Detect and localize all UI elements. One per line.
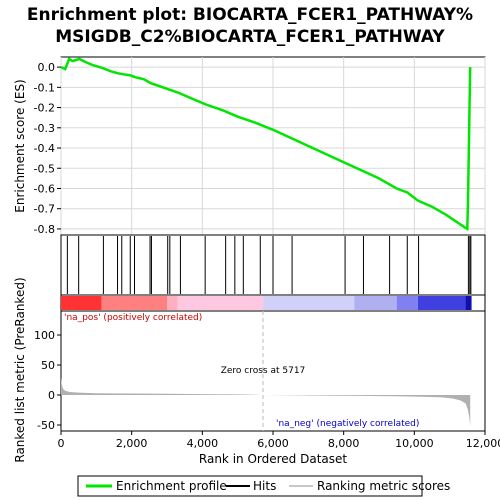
positive-correlation-label: 'na_pos' (positively correlated) [64,313,202,323]
title-line-2: MSIGDB_C2%BIOCARTA_FCER1_PATHWAY [55,27,445,47]
es-y-axis-label: Enrichment score (ES) [13,79,27,212]
hits-panel [60,234,486,296]
metric-x-tick-label: 4,000 [187,437,219,450]
metric-x-tick-label: 2,000 [116,437,148,450]
metric-y-axis: 100 50 0 -50 [34,329,61,432]
negative-correlation-label: 'na_neg' (negatively correlated) [276,419,419,429]
title-line-1: Enrichment plot: BIOCARTA_FCER1_PATHWAY% [27,5,473,25]
metric-x-axis-label: Rank in Ordered Dataset [199,452,347,466]
colorbar-segment [101,296,167,310]
metric-plot-frame [60,310,486,432]
colorbar-segment [417,296,466,310]
legend: Enrichment profile Hits Ranking metric s… [77,475,450,497]
metric-y-tick-label: 0 [48,389,55,402]
legend-label-metric: Ranking metric scores [317,479,450,493]
es-y-tick-label: -0.6 [34,182,55,195]
colorbar-segment [61,296,102,310]
metric-x-tick-label: 6,000 [257,437,289,450]
metric-x-tick-label: 0 [58,437,65,450]
es-y-tick-label: -0.5 [34,162,55,175]
es-grid [60,57,486,235]
metric-y-tick-label: -50 [37,419,55,432]
es-y-tick-label: -0.4 [34,142,55,155]
colorbar-panel [60,294,486,312]
metric-x-tick-label: 10,000 [395,437,434,450]
colorbar-segment [465,296,472,310]
es-y-tick-label: -0.1 [34,81,55,94]
colorbar-segment [354,296,397,310]
es-y-axis: 0.0 -0.1 -0.2 -0.3 -0.4 -0.5 -0.6 -0.7 -0.8 [34,61,61,236]
colorbar-segment [396,296,418,310]
metric-x-axis: 0 2,000 4,000 6,000 8,000 10,000 12,000 [58,431,500,450]
es-y-tick-label: -0.8 [34,223,55,236]
hit-marks [66,236,472,294]
legend-label-enrichment: Enrichment profile [116,479,227,493]
metric-y-axis-label: Ranked list metric (PreRanked) [13,277,27,462]
metric-y-tick-label: 50 [41,359,55,372]
colorbar-segment [167,296,178,310]
metric-x-tick-label: 12,000 [466,437,500,450]
enrichment-profile-line [60,57,472,232]
es-y-tick-label: -0.2 [34,102,55,115]
metric-x-tick-label: 8,000 [328,437,360,450]
es-y-tick-label: -0.7 [34,203,55,216]
enrichment-panel: 0.0 -0.1 -0.2 -0.3 -0.4 -0.5 -0.6 -0.7 -0.8 Enri… [13,56,486,236]
colorbar-segments [61,296,472,310]
zero-cross-label: Zero cross at 5717 [221,366,306,376]
es-y-tick-label: 0.0 [38,61,56,74]
colorbar-segment [177,296,264,310]
es-y-tick-label: -0.3 [34,122,55,135]
legend-label-hits: Hits [253,479,276,493]
metric-y-tick-label: 100 [34,329,55,342]
colorbar-segment [263,296,355,310]
